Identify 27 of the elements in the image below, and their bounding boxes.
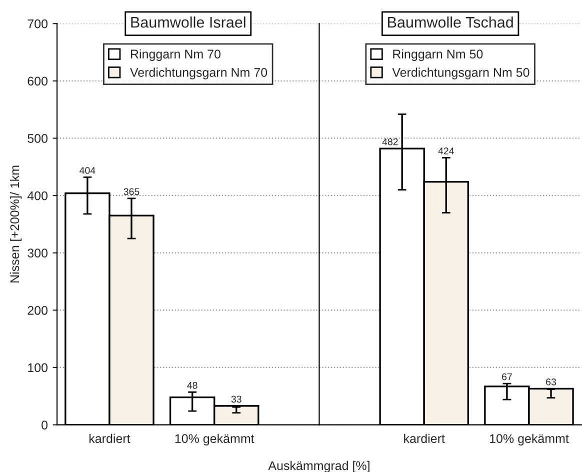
y-tick-label: 300: [28, 248, 48, 258]
x-tick-label: 10% gekämmt: [175, 434, 254, 446]
y-tick-label: 500: [28, 134, 48, 143]
y-tick-label: 400: [27, 191, 48, 200]
chart-title: Baumwolle Tschad: [388, 16, 513, 28]
data-label: 63: [546, 378, 556, 386]
legend-label: Ringgarn Nm 70: [130, 49, 220, 61]
data-label: 48: [187, 382, 198, 389]
y-axis-title: Nissen [+200%]/ 1km: [10, 166, 22, 282]
data-label: 33: [231, 396, 242, 403]
data-label: 67: [502, 373, 512, 380]
x-tick-label: kardiert: [404, 434, 445, 444]
legend-label: Verdichtungsgarn Nm 50: [392, 68, 530, 80]
x-tick-label: kardiert: [89, 434, 130, 444]
data-label: 365: [124, 188, 140, 196]
y-tick-label: 700: [28, 19, 48, 28]
y-tick-label: 100: [28, 363, 48, 372]
data-label: 404: [80, 167, 96, 174]
legend-label: Ringgarn Nm 50: [393, 49, 483, 61]
y-tick-label: 0: [42, 420, 48, 430]
y-tick-label: 600: [28, 76, 48, 86]
x-tick-label: 10% gekämmt: [490, 434, 569, 446]
y-tick-label: 200: [28, 306, 48, 315]
data-label: 482: [382, 138, 398, 146]
legend-label: Verdichtungsgarn Nm 70: [130, 68, 268, 80]
data-label: 424: [438, 148, 454, 154]
chart-title: Baumwolle Israel: [131, 16, 246, 28]
